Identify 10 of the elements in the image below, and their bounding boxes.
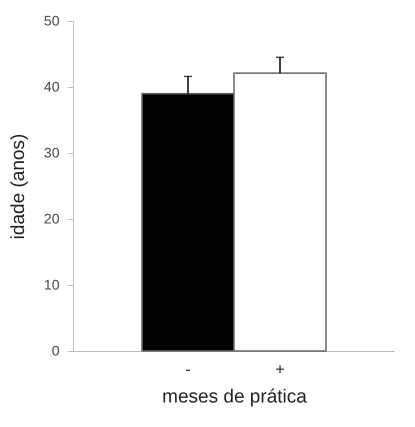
y-tick-label: 40 xyxy=(44,78,60,94)
x-tick-label: + xyxy=(275,362,285,378)
x-tick-label: - xyxy=(185,362,191,378)
y-tick-label: 0 xyxy=(52,342,60,358)
y-tick-label: 50 xyxy=(44,12,60,28)
y-axis-title: idade (anos) xyxy=(8,134,29,240)
y-tick-label: 20 xyxy=(44,210,60,226)
x-axis-title: meses de prática xyxy=(162,386,308,408)
y-tick-label: 30 xyxy=(44,144,60,160)
y-tick-label: 10 xyxy=(44,276,60,292)
